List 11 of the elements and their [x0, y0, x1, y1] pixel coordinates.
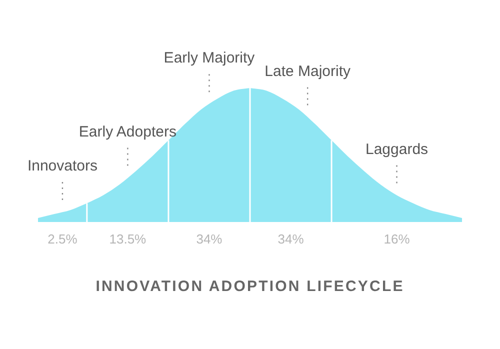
series-label: Laggards [365, 140, 428, 158]
series-label: Early Majority [164, 50, 256, 67]
text: 34% [278, 232, 304, 247]
text: 2.5% [48, 232, 78, 247]
text: 13.5% [109, 232, 147, 247]
series-label: Early Adopters [78, 123, 176, 140]
text: 34% [196, 232, 223, 247]
text: Innovators [27, 158, 98, 175]
text: 16% [384, 232, 410, 247]
text: INNOVATION ADOPTION LIFECYCLE [94, 278, 406, 295]
series-label: Late Majority [264, 62, 352, 80]
